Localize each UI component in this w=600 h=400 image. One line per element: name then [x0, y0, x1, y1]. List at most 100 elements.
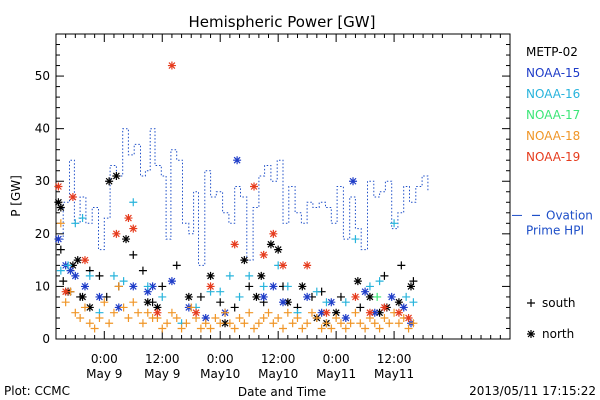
marker-plus — [527, 299, 535, 307]
marker-star — [269, 229, 278, 238]
marker-plus — [390, 219, 399, 228]
marker-plus — [85, 319, 94, 328]
marker-plus — [404, 324, 413, 333]
marker-plus — [298, 324, 307, 333]
satellite-legend: METP-02 NOAA-15 NOAA-16 NOAA-17 NOAA-18 NOAA-… — [526, 45, 580, 164]
legend-entry: NOAA-19 — [526, 150, 580, 164]
x-tick-time: 12:00 — [261, 352, 296, 366]
marker-plus — [351, 308, 360, 317]
marker-star — [361, 287, 370, 296]
ovation-label-line2: Prime HPI — [526, 223, 584, 237]
marker-plus — [138, 319, 147, 328]
marker-plus — [119, 303, 128, 312]
marker-plus — [172, 261, 181, 270]
marker-plus — [283, 308, 292, 317]
marker-legend-label: south — [542, 296, 576, 310]
marker-star — [394, 298, 403, 307]
marker-plus — [211, 313, 220, 322]
marker-plus — [322, 298, 331, 307]
marker-plus — [235, 292, 244, 301]
marker-plus — [201, 319, 210, 328]
marker-star — [279, 261, 287, 270]
marker-plus — [346, 319, 355, 328]
marker-star — [85, 303, 94, 312]
marker-star — [105, 177, 114, 186]
marker-plus — [109, 308, 118, 317]
legend-entry: METP-02 — [526, 45, 578, 59]
marker-plus — [95, 271, 104, 280]
x-tick-time: 0:00 — [207, 352, 234, 366]
marker-plus — [259, 313, 268, 322]
marker-plus — [279, 324, 287, 333]
marker-star — [114, 303, 123, 312]
marker-star — [192, 308, 201, 317]
marker-plus — [90, 324, 99, 333]
x-tick-day: May 9 — [144, 367, 180, 381]
marker-plus — [85, 271, 94, 280]
marker-star — [112, 171, 121, 180]
marker-star — [129, 282, 138, 291]
marker-plus — [327, 324, 336, 333]
x-tick-time: 12:00 — [145, 352, 180, 366]
marker-plus — [225, 319, 234, 328]
y-tick-label: 50 — [35, 69, 50, 83]
marker-star — [322, 308, 331, 317]
legend-entry: NOAA-16 — [526, 87, 580, 101]
marker-plus — [240, 319, 249, 328]
marker-star — [206, 282, 215, 291]
marker-plus — [361, 324, 370, 333]
marker-star — [399, 303, 408, 312]
marker-star — [353, 277, 362, 286]
marker-plus — [293, 313, 302, 322]
marker-plus — [402, 292, 411, 301]
marker-star — [298, 282, 307, 291]
x-tick-time: 0:00 — [91, 352, 118, 366]
marker-star — [54, 182, 63, 191]
marker-plus — [100, 298, 109, 307]
marker-plus — [254, 319, 263, 328]
marker-plus — [158, 282, 167, 291]
marker-plus — [158, 324, 167, 333]
marker-star — [375, 308, 384, 317]
marker-plus — [124, 313, 133, 322]
plot-frame — [55, 33, 511, 340]
marker-plus — [95, 313, 104, 322]
marker-plus — [274, 313, 283, 322]
marker-star — [250, 182, 259, 191]
marker-plus — [332, 313, 341, 322]
marker-star — [332, 308, 341, 317]
x-tick-day: May 9 — [86, 367, 122, 381]
marker-plus — [56, 219, 65, 228]
marker-plus — [114, 282, 123, 291]
marker-plus — [245, 308, 254, 317]
marker-star — [527, 330, 535, 338]
marker-star — [394, 308, 403, 317]
marker-star — [406, 282, 415, 291]
marker-star — [279, 298, 287, 307]
marker-plus — [76, 313, 85, 322]
marker-plus — [341, 298, 350, 307]
marker-plus — [78, 214, 87, 223]
marker-star — [95, 292, 104, 301]
legend-entry: NOAA-15 — [526, 66, 580, 80]
x-tick-time: 12:00 — [377, 352, 412, 366]
marker-plus — [230, 324, 239, 333]
chart-title: Hemispheric Power [GW] — [189, 13, 376, 31]
marker-plus — [235, 313, 244, 322]
marker-star — [221, 319, 230, 328]
marker-star — [240, 256, 249, 265]
marker-plus — [312, 287, 321, 296]
marker-star — [54, 235, 63, 244]
y-tick-label: 10 — [35, 279, 50, 293]
marker-plus — [71, 308, 80, 317]
marker-plus — [56, 245, 65, 254]
marker-star — [365, 292, 374, 301]
marker-plus — [245, 282, 254, 291]
marker-star — [274, 245, 283, 254]
marker-plus — [269, 319, 278, 328]
marker-plus — [172, 313, 181, 322]
marker-star — [327, 298, 336, 307]
marker-plus — [76, 292, 85, 301]
